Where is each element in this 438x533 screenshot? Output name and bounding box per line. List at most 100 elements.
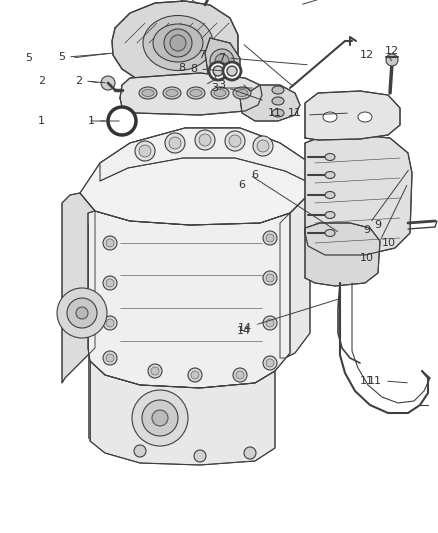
Text: 6: 6 bbox=[237, 180, 244, 190]
Text: 11: 11 bbox=[287, 108, 301, 118]
Text: 6: 6 bbox=[251, 170, 258, 180]
Text: 9: 9 bbox=[373, 220, 380, 230]
Text: 1: 1 bbox=[88, 116, 95, 126]
Text: 11: 11 bbox=[359, 376, 373, 386]
Ellipse shape bbox=[213, 90, 226, 96]
Ellipse shape bbox=[139, 87, 157, 99]
Circle shape bbox=[223, 62, 240, 80]
Polygon shape bbox=[90, 361, 274, 465]
Ellipse shape bbox=[236, 90, 247, 96]
Circle shape bbox=[262, 271, 276, 285]
Text: 7: 7 bbox=[217, 53, 225, 63]
Circle shape bbox=[141, 400, 177, 436]
Text: 14: 14 bbox=[237, 323, 251, 333]
Polygon shape bbox=[120, 73, 261, 115]
Polygon shape bbox=[112, 1, 237, 88]
Text: 10: 10 bbox=[359, 253, 373, 263]
Circle shape bbox=[265, 319, 273, 327]
Text: 2: 2 bbox=[75, 76, 82, 86]
Circle shape bbox=[215, 54, 229, 68]
Ellipse shape bbox=[357, 112, 371, 122]
Text: 11: 11 bbox=[367, 376, 381, 386]
Circle shape bbox=[265, 359, 273, 367]
Circle shape bbox=[165, 133, 184, 153]
Text: 5: 5 bbox=[58, 52, 65, 62]
Ellipse shape bbox=[141, 90, 154, 96]
Polygon shape bbox=[304, 135, 411, 255]
Text: 14: 14 bbox=[236, 326, 250, 336]
Polygon shape bbox=[62, 193, 95, 383]
Text: 11: 11 bbox=[267, 108, 281, 118]
Polygon shape bbox=[100, 128, 309, 183]
Text: 2: 2 bbox=[38, 76, 45, 86]
Ellipse shape bbox=[272, 109, 283, 117]
Circle shape bbox=[103, 351, 117, 365]
Circle shape bbox=[229, 135, 240, 147]
Ellipse shape bbox=[324, 212, 334, 219]
Text: 12: 12 bbox=[384, 46, 398, 56]
Polygon shape bbox=[80, 128, 309, 225]
Circle shape bbox=[152, 410, 168, 426]
Ellipse shape bbox=[272, 97, 283, 105]
Ellipse shape bbox=[324, 191, 334, 198]
Text: 5: 5 bbox=[25, 53, 32, 63]
Polygon shape bbox=[304, 91, 399, 140]
Circle shape bbox=[209, 49, 233, 73]
Text: 10: 10 bbox=[381, 238, 395, 248]
Circle shape bbox=[256, 140, 268, 152]
Ellipse shape bbox=[324, 172, 334, 179]
Circle shape bbox=[187, 368, 201, 382]
Text: 7: 7 bbox=[198, 50, 205, 60]
Circle shape bbox=[265, 234, 273, 242]
Circle shape bbox=[132, 390, 187, 446]
Circle shape bbox=[194, 130, 215, 150]
Ellipse shape bbox=[143, 15, 212, 70]
Ellipse shape bbox=[233, 87, 251, 99]
Circle shape bbox=[106, 279, 114, 287]
Ellipse shape bbox=[272, 86, 283, 94]
Circle shape bbox=[164, 29, 191, 57]
Circle shape bbox=[151, 367, 159, 375]
Circle shape bbox=[103, 316, 117, 330]
Text: 8: 8 bbox=[190, 64, 197, 74]
Circle shape bbox=[191, 371, 198, 379]
Circle shape bbox=[233, 368, 247, 382]
Circle shape bbox=[225, 131, 244, 151]
Text: 12: 12 bbox=[359, 50, 373, 60]
Ellipse shape bbox=[162, 87, 180, 99]
Polygon shape bbox=[304, 223, 379, 286]
Ellipse shape bbox=[190, 90, 201, 96]
Text: 4: 4 bbox=[148, 0, 155, 2]
Ellipse shape bbox=[187, 87, 205, 99]
Circle shape bbox=[236, 371, 244, 379]
Circle shape bbox=[262, 356, 276, 370]
Polygon shape bbox=[205, 38, 240, 85]
Polygon shape bbox=[240, 85, 299, 121]
Circle shape bbox=[262, 316, 276, 330]
Circle shape bbox=[198, 134, 211, 146]
Circle shape bbox=[108, 107, 136, 135]
Circle shape bbox=[103, 276, 117, 290]
Polygon shape bbox=[88, 211, 290, 388]
Polygon shape bbox=[279, 193, 309, 358]
Circle shape bbox=[265, 274, 273, 282]
Circle shape bbox=[103, 236, 117, 250]
Circle shape bbox=[252, 136, 272, 156]
Circle shape bbox=[106, 354, 114, 362]
Circle shape bbox=[139, 145, 151, 157]
Circle shape bbox=[169, 137, 180, 149]
Text: 9: 9 bbox=[362, 225, 369, 235]
Circle shape bbox=[135, 141, 155, 161]
Text: 3: 3 bbox=[218, 80, 225, 90]
Circle shape bbox=[67, 298, 97, 328]
Ellipse shape bbox=[324, 230, 334, 237]
Circle shape bbox=[170, 35, 186, 51]
Ellipse shape bbox=[153, 24, 202, 62]
Circle shape bbox=[208, 62, 226, 80]
Ellipse shape bbox=[166, 90, 177, 96]
Circle shape bbox=[57, 288, 107, 338]
Circle shape bbox=[106, 319, 114, 327]
Text: 8: 8 bbox=[178, 63, 185, 73]
Text: 3: 3 bbox=[211, 83, 218, 93]
Circle shape bbox=[101, 76, 115, 90]
